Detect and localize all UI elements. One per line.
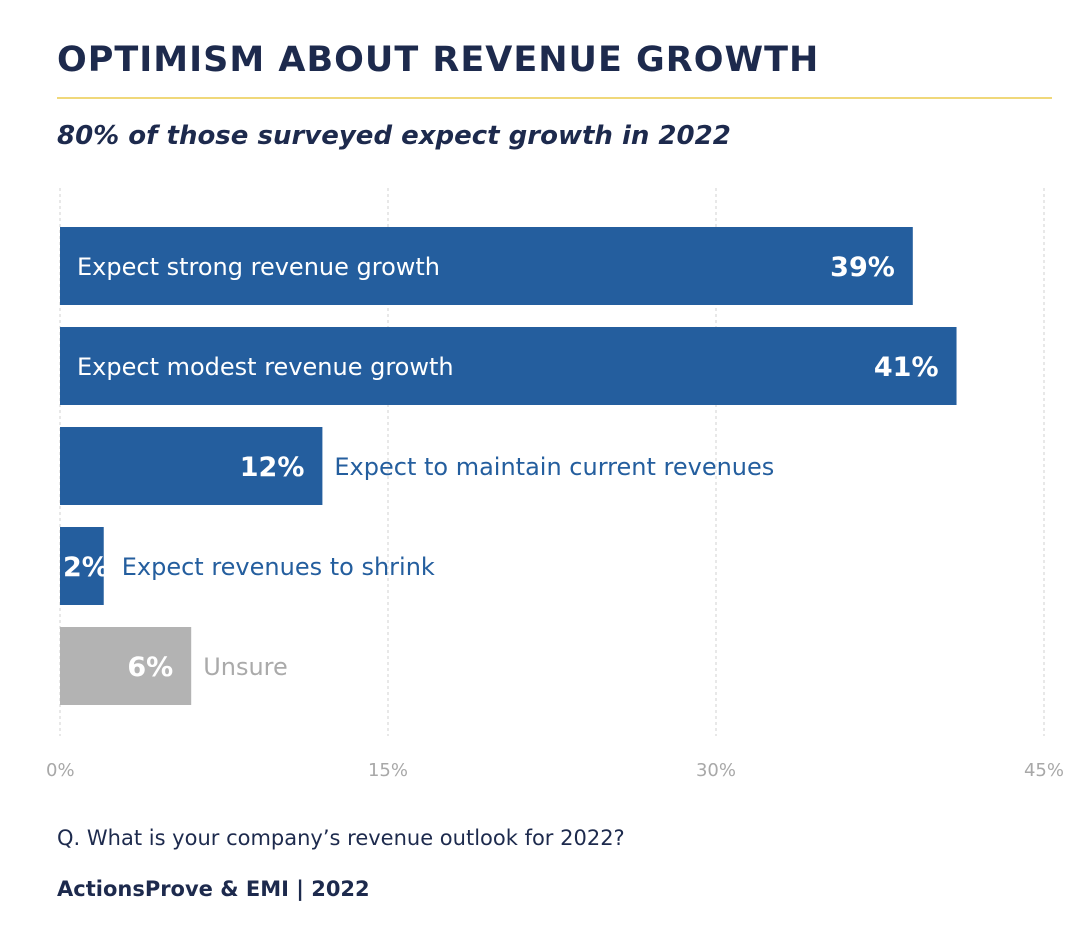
source-credit: ActionsProve & EMI | 2022 [57, 877, 370, 901]
bar-value-label: 12% [240, 452, 305, 483]
x-tick-label: 30% [696, 760, 736, 781]
bar-value-label: 41% [874, 352, 939, 383]
bar [60, 327, 957, 405]
x-tick-label: 45% [1024, 760, 1064, 781]
bar-group: Unsure 6% [60, 627, 288, 705]
chart-subtitle: 80% of those surveyed expect growth in 2… [57, 121, 731, 151]
title-divider [57, 97, 1052, 99]
x-tick-label: 15% [368, 760, 408, 781]
bar [60, 427, 323, 505]
x-axis-ticks: 0% 15% 30% 45% [46, 760, 1064, 781]
bar-group: Expect revenues to shrink 2% [60, 527, 435, 605]
bar-category-label: Unsure [203, 653, 288, 681]
bars: Expect strong revenue growth 39% Expect mo… [60, 227, 957, 705]
bar-category-label: Expect to maintain current revenues [334, 453, 774, 481]
survey-question: Q. What is your company’s revenue outloo… [57, 826, 625, 850]
bar-value-label: 39% [830, 252, 895, 283]
x-tick-label: 0% [46, 760, 75, 781]
bar [60, 227, 913, 305]
bar-category-label: Expect revenues to shrink [122, 553, 435, 581]
bar-chart: Expect strong revenue growth 39% Expect mo… [46, 188, 1064, 781]
bar-group: Expect modest revenue growth 41% [60, 327, 957, 405]
bar-group: Expect strong revenue growth 39% [60, 227, 913, 305]
bar-value-label: 2% [63, 552, 109, 583]
bar-value-label: 6% [127, 652, 173, 683]
chart-title: OPTIMISM ABOUT REVENUE GROWTH [57, 40, 820, 80]
bar [60, 627, 192, 705]
bar-group: Expect to maintain current revenues 12% [60, 427, 774, 505]
bar [60, 527, 104, 605]
bar-category-label: Expect modest revenue growth [77, 353, 454, 381]
bar-category-label: Expect strong revenue growth [77, 253, 440, 281]
